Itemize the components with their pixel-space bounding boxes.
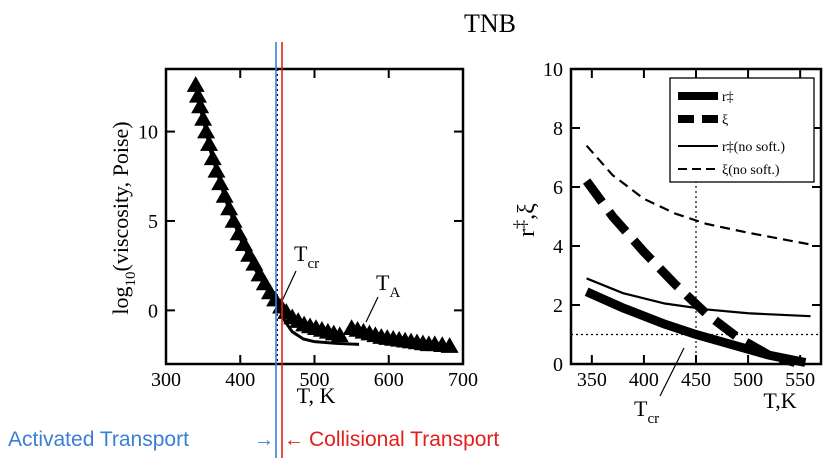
activated-arrow-icon: →: [254, 429, 274, 451]
right-y-tick-label: 8: [553, 118, 563, 140]
legend-label-xi: ξ: [722, 113, 728, 128]
collisional-transport-label: Collisional Transport: [309, 428, 499, 451]
left-data-point: [197, 122, 216, 139]
right-x-axis-label: T,K: [763, 388, 796, 413]
right-x-tick-label: 350: [577, 369, 607, 391]
left-axis-ticks: 300 400 500 600 700 0 5 10: [138, 69, 478, 391]
left-y-tick-label: 0: [148, 300, 158, 322]
legend-label-xi-nosoft: ξ(no soft.): [722, 163, 780, 178]
right-y-tick-label: 4: [553, 236, 563, 258]
right-y-tick-label: 10: [543, 59, 563, 81]
left-data-point: [200, 135, 219, 151]
left-data-point: [224, 211, 243, 228]
collisional-arrow-icon: ←: [284, 429, 304, 451]
left-data-point: [234, 235, 253, 251]
left-data-point: [440, 337, 459, 353]
right-tcr-label: Tcr: [634, 396, 659, 427]
right-chart: 350 400 450 500 550 0 2 4 6 8 10 r‡ ξ r‡(no soft.)…: [510, 59, 823, 427]
left-chart: 300 400 500 600 700 0 5 10 T, K log10(viscosity…: [108, 67, 478, 408]
left-data-point: [229, 224, 248, 241]
right-series-line: [584, 287, 807, 367]
right-x-tick-label: 400: [629, 369, 659, 391]
right-y-tick-label: 6: [553, 177, 563, 199]
left-x-tick-label: 300: [151, 369, 181, 391]
right-y-axis-label: r‡,ξ: [510, 203, 540, 237]
left-data-point: [207, 161, 226, 178]
left-data-point: [186, 76, 205, 92]
right-y-tick-label: 2: [553, 295, 563, 317]
left-plot-frame: [164, 67, 465, 366]
left-data-points: [186, 76, 459, 353]
left-data-point: [211, 174, 230, 191]
right-axis-ticks: 350 400 450 500 550 0 2 4 6 8 10: [543, 59, 821, 391]
right-x-tick-label: 500: [733, 369, 763, 391]
left-data-point: [245, 254, 264, 271]
right-y-tick-label: 0: [553, 354, 563, 376]
left-tcr-label: Tcr: [294, 241, 319, 272]
right-tcr-pointer: [659, 347, 685, 397]
right-x-tick-label: 550: [785, 369, 815, 391]
left-data-point: [191, 97, 210, 114]
left-x-tick-label: 700: [448, 369, 478, 391]
right-series-line: [585, 144, 811, 246]
left-data-point: [215, 186, 234, 203]
left-data-point: [330, 326, 349, 343]
right-series-line: [586, 277, 811, 318]
left-y-tick-label: 10: [138, 122, 158, 144]
right-legend: r‡ ξ r‡(no soft.) ξ(no soft.): [669, 77, 815, 183]
figure-title: TNB: [464, 9, 516, 38]
right-series-lines: [583, 144, 811, 367]
left-x-tick-label: 600: [374, 369, 404, 391]
left-y-tick-label: 5: [148, 211, 158, 233]
left-data-point: [194, 110, 213, 126]
left-ta-pointer: [365, 296, 379, 323]
left-data-point: [188, 86, 207, 103]
left-x-tick-label: 500: [300, 369, 330, 391]
right-x-tick-label: 450: [681, 369, 711, 391]
right-series-line: [583, 178, 797, 367]
legend-label-r: r‡: [722, 90, 734, 105]
left-y-axis-label: log10(viscosity, Poise): [108, 121, 139, 314]
left-x-tick-label: 400: [225, 369, 255, 391]
left-ta-label: TA: [376, 270, 400, 301]
legend-label-r-nosoft: r‡(no soft.): [722, 140, 785, 155]
activated-transport-label: Activated Transport: [8, 428, 189, 451]
left-data-point: [220, 199, 239, 216]
left-x-axis-label: T, K: [297, 383, 336, 408]
left-data-point: [203, 149, 222, 166]
left-tcr-pointer: [281, 270, 297, 302]
